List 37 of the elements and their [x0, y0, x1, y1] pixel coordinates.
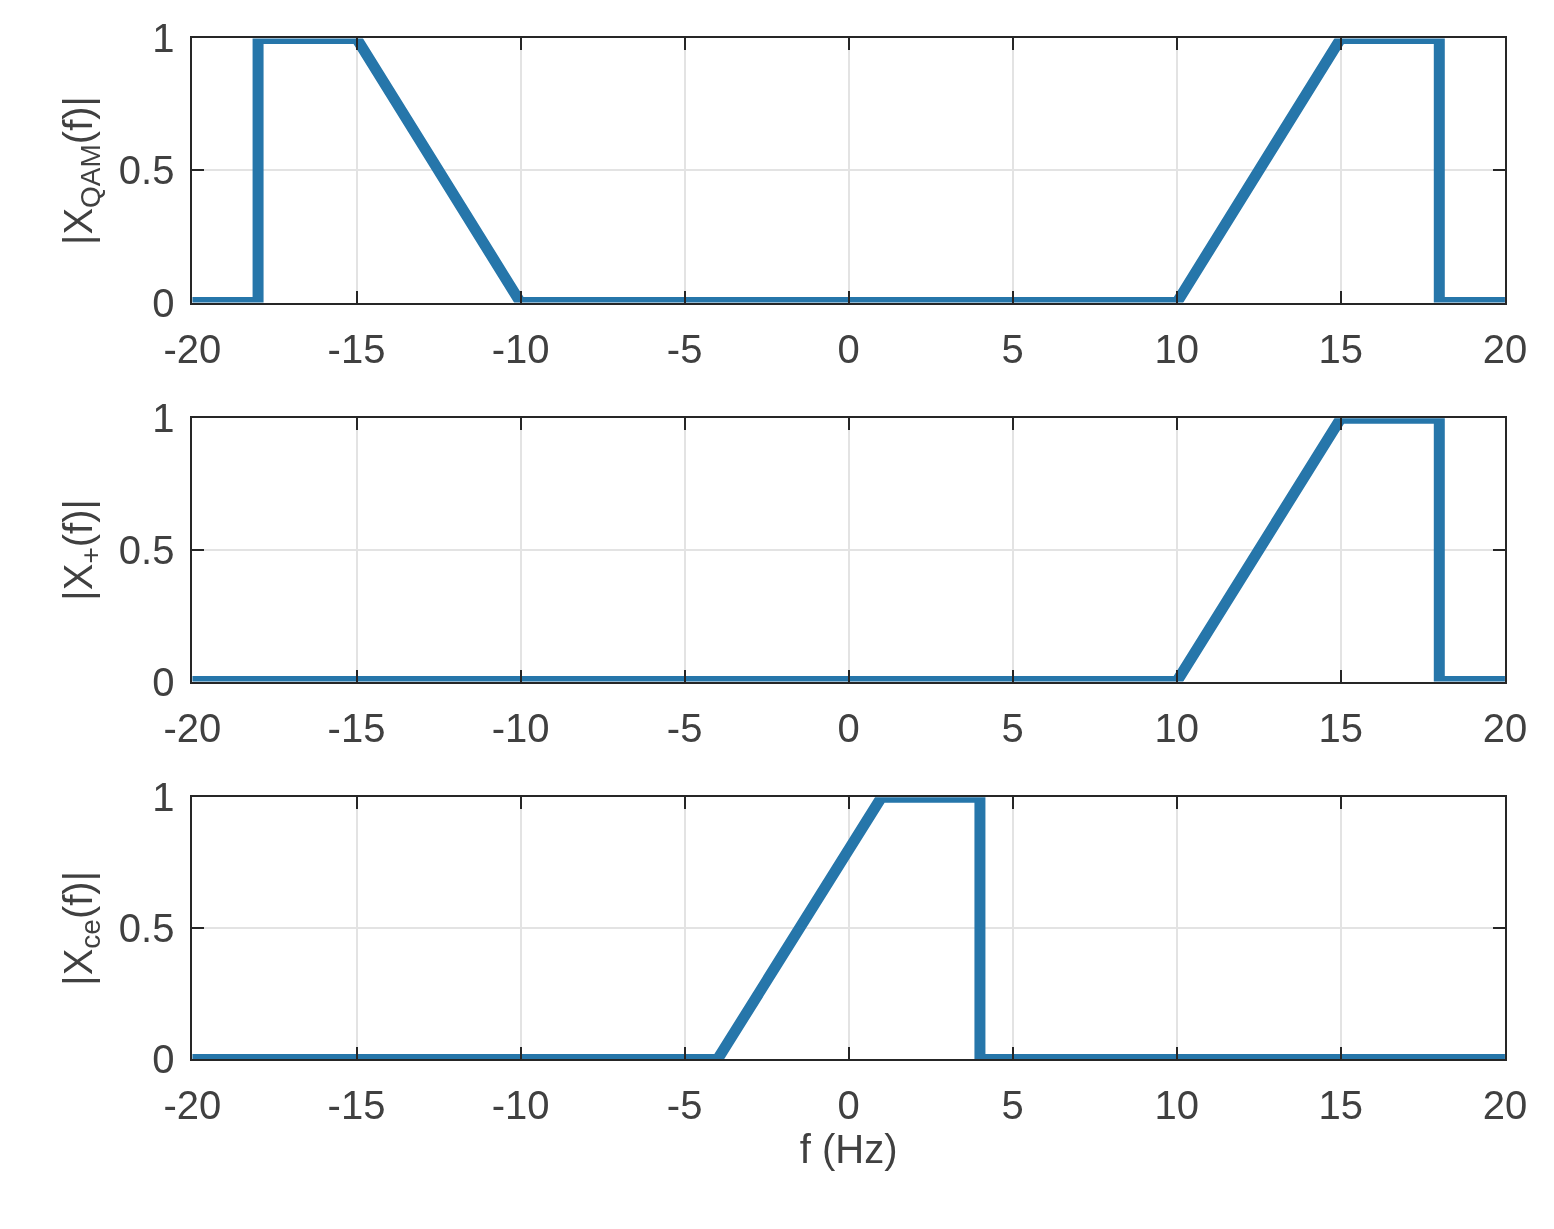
x-tick-label: -10	[491, 705, 550, 750]
y-tick-label: 0	[152, 280, 175, 325]
y-tick-label: 0.5	[118, 527, 175, 572]
y-tick-label: 0.5	[118, 148, 175, 193]
x-tick-label: -5	[666, 705, 703, 750]
x-tick-label: 15	[1318, 1083, 1364, 1128]
x-tick-label: -10	[491, 326, 550, 371]
x-tick-label: 0	[837, 705, 860, 750]
x-tick-label: -15	[327, 326, 386, 371]
x-tick-label: -20	[163, 1083, 222, 1128]
y-tick-label: 0	[152, 1037, 175, 1082]
x-tick-label: 15	[1318, 326, 1364, 371]
y-tick-label: 1	[152, 775, 175, 820]
x-tick-label: 20	[1482, 1083, 1528, 1128]
x-tick-label: 20	[1482, 705, 1528, 750]
x-tick-label: 15	[1318, 705, 1364, 750]
y-tick-label: 1	[152, 16, 175, 61]
x-tick-label: 10	[1154, 326, 1200, 371]
x-tick-label: 10	[1154, 705, 1200, 750]
x-axis-title: f (Hz)	[799, 1127, 898, 1172]
x-tick-label: 10	[1154, 1083, 1200, 1128]
y-tick-label: 1	[152, 396, 175, 441]
x-tick-label: 0	[837, 326, 860, 371]
x-tick-label: -15	[327, 1083, 386, 1128]
x-tick-label: -15	[327, 705, 386, 750]
x-tick-label: -20	[163, 705, 222, 750]
x-tick-label: -20	[163, 326, 222, 371]
x-tick-label: 5	[1001, 326, 1024, 371]
x-tick-label: -10	[491, 1083, 550, 1128]
x-tick-label: 5	[1001, 1083, 1024, 1128]
y-tick-label: 0.5	[118, 906, 175, 951]
x-tick-label: 5	[1001, 705, 1024, 750]
x-tick-label: 0	[837, 1083, 860, 1128]
x-tick-label: 20	[1482, 326, 1528, 371]
x-tick-label: -5	[666, 326, 703, 371]
y-tick-label: 0	[152, 659, 175, 704]
x-tick-label: -5	[666, 1083, 703, 1128]
